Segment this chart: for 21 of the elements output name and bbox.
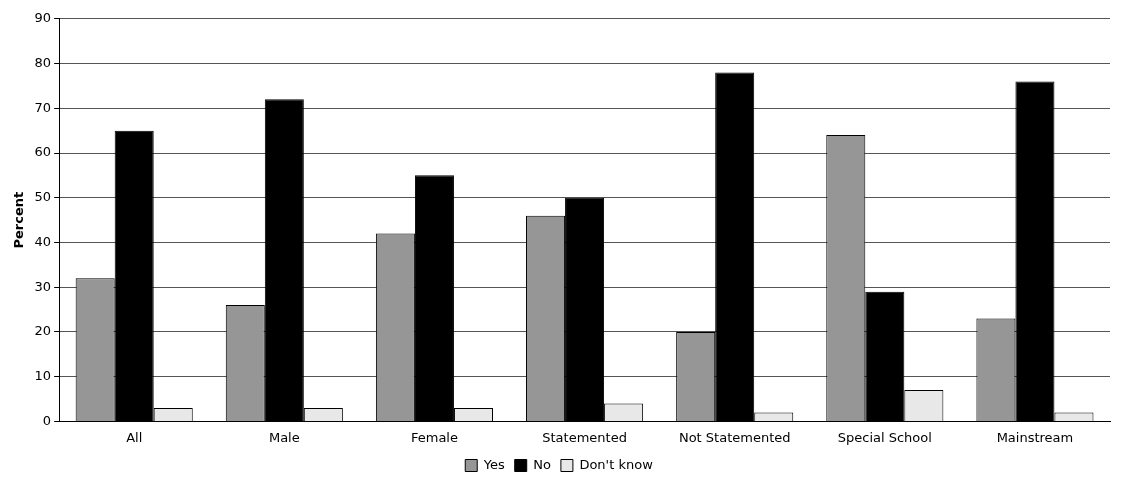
y-tick-label: 30 [34,278,52,294]
legend-label: No [533,456,551,472]
legend-label: Yes [482,456,505,472]
x-tick-label: Not Statemented [678,429,791,445]
legend-label: Don't know [579,456,654,472]
x-tick-label: All [126,429,143,445]
y-tick-label: 0 [42,412,52,428]
y-tick-label: 10 [34,368,52,384]
x-tick-label: Statemented [542,429,627,445]
y-tick-label: 20 [34,323,52,339]
y-tick-label: 90 [34,10,52,26]
y-tick-label: 80 [34,54,52,70]
y-tick-label: 70 [34,99,52,115]
y-tick-label: 60 [34,144,52,160]
x-tick-label: Mainstream [996,429,1074,445]
y-axis-title: Percent [11,191,27,249]
x-tick-label: Special School [837,429,932,445]
x-tick-label: Male [268,429,300,445]
y-tick-label: 50 [34,189,52,205]
y-tick-label: 40 [34,233,52,249]
x-tick-label: Female [410,429,458,445]
